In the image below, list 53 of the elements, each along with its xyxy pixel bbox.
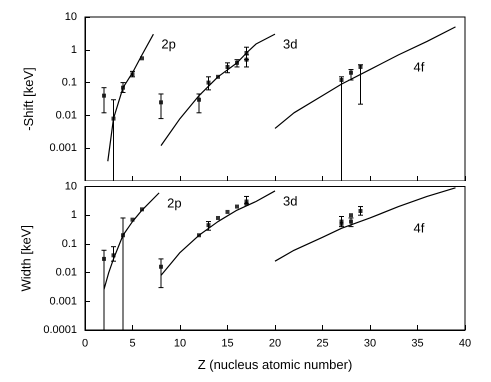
point bbox=[102, 94, 106, 98]
series-label: 2p bbox=[161, 36, 176, 52]
point bbox=[206, 223, 210, 228]
point bbox=[112, 253, 116, 258]
y-tick-label: 0.1 bbox=[62, 238, 77, 250]
series-label: 3d bbox=[283, 193, 298, 208]
x-axis-title: Z (nucleus atomic number) bbox=[198, 357, 352, 372]
point bbox=[112, 116, 116, 121]
y-tick-label: 0.001 bbox=[49, 142, 77, 154]
x-tick-label: 30 bbox=[364, 338, 376, 350]
y-tick-label: 0.001 bbox=[49, 295, 77, 308]
series-label: 2p bbox=[167, 195, 182, 210]
point bbox=[121, 86, 125, 90]
x-tick-label: 15 bbox=[221, 338, 234, 350]
point bbox=[140, 207, 144, 212]
x-tick-label: 0 bbox=[82, 338, 88, 350]
line-series bbox=[160, 34, 276, 146]
point bbox=[197, 233, 201, 238]
point bbox=[159, 264, 163, 269]
x-tick-label: 5 bbox=[129, 338, 136, 350]
point bbox=[226, 210, 230, 214]
y-tick-label: 10 bbox=[64, 180, 77, 192]
point bbox=[226, 64, 230, 69]
y-tick-label: 0.1 bbox=[62, 76, 77, 89]
point bbox=[216, 216, 220, 220]
point bbox=[130, 218, 134, 222]
y-tick-label: 0.01 bbox=[56, 109, 77, 122]
point bbox=[358, 209, 362, 214]
y-tick-label: 0.01 bbox=[56, 266, 77, 279]
y-tick-label: 0.0001 bbox=[43, 324, 77, 336]
y-tick-label: 1 bbox=[70, 209, 77, 222]
point bbox=[235, 204, 239, 209]
point bbox=[349, 220, 353, 224]
point bbox=[159, 100, 163, 104]
y-tick-label: 1 bbox=[70, 44, 77, 56]
y-axis-title: -Shift [keV] bbox=[21, 67, 36, 131]
point bbox=[206, 80, 210, 85]
series-label: 4f bbox=[414, 220, 425, 236]
series-label: 4f bbox=[414, 59, 425, 74]
point bbox=[216, 74, 220, 79]
y-axis-title: Width [keV] bbox=[18, 225, 34, 292]
x-tick-label: 35 bbox=[411, 338, 424, 350]
point bbox=[140, 56, 144, 60]
point bbox=[102, 256, 106, 261]
x-tick-label: 40 bbox=[458, 338, 472, 350]
x-tick-label: 25 bbox=[316, 338, 329, 350]
point bbox=[197, 98, 201, 102]
x-tick-label: 10 bbox=[174, 338, 186, 350]
point bbox=[121, 233, 125, 238]
y-tick-label: 10 bbox=[64, 11, 77, 23]
point bbox=[235, 60, 239, 65]
x-tick-label: 20 bbox=[268, 338, 282, 350]
series-label: 3d bbox=[283, 36, 298, 52]
